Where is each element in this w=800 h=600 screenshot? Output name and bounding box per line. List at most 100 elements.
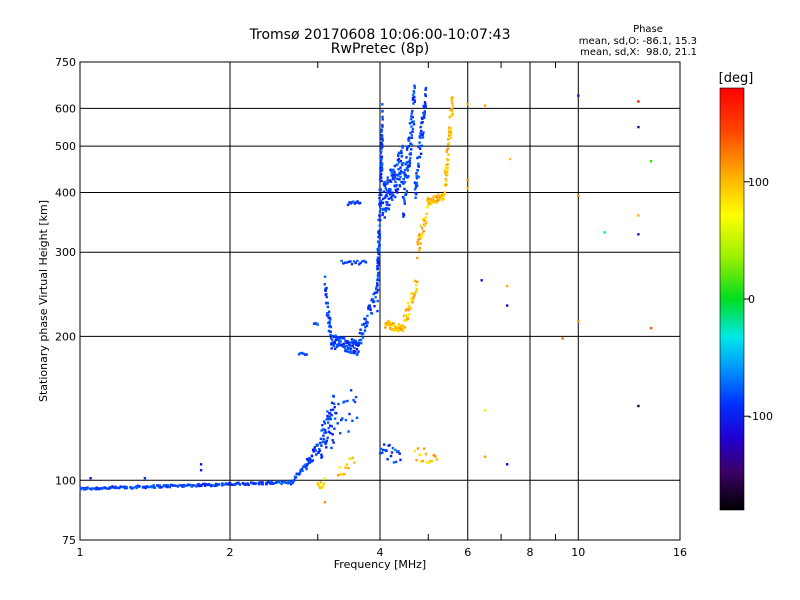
data-point [143,477,147,480]
data-point [322,437,325,441]
data-point [365,324,369,327]
data-point [483,455,487,458]
data-point [331,334,334,338]
data-point [390,194,394,197]
data-point [336,338,340,341]
data-point [382,448,385,452]
data-point [253,482,256,486]
data-point [426,461,429,464]
data-point [356,341,359,345]
data-point [299,471,302,474]
data-point [405,167,409,170]
data-point [388,443,391,447]
data-point [308,461,311,464]
data-point [420,144,423,147]
data-point [379,174,382,177]
data-point [345,463,349,466]
y-tick-label: 750 [55,56,76,69]
data-point [381,213,384,216]
data-point [405,148,409,151]
data-point [203,482,207,486]
data-point [261,483,265,486]
data-point [410,125,413,128]
data-point [153,486,156,489]
data-point [125,486,128,489]
data-point [354,201,358,204]
data-point [402,197,406,200]
data-point [382,197,385,201]
data-point [409,142,412,145]
data-point [424,103,427,106]
data-point [361,323,364,326]
data-point [173,484,176,487]
data-point [352,339,356,342]
data-point [428,202,431,205]
data-point [246,483,249,486]
data-point [323,275,327,278]
data-point [444,178,448,181]
data-point [407,308,410,312]
phase-stats-o-mode: mean, sd,O: -86.1, 15.3 [579,36,697,47]
data-point [423,219,426,222]
data-point [406,160,409,164]
x-tick-label: 4 [377,546,384,559]
data-point [403,181,407,184]
data-point [85,487,89,490]
data-point [143,486,146,489]
data-point [349,260,352,263]
data-point [377,252,381,256]
data-point [326,416,330,419]
data-point [303,353,307,356]
data-point [199,469,203,472]
data-point [229,482,232,485]
data-point [445,170,449,173]
data-point [190,485,193,488]
data-point [298,473,301,476]
colorbar-label: [deg] [719,71,754,86]
data-point [424,93,427,96]
data-point [383,196,387,199]
data-point [333,340,336,344]
data-point [434,455,437,458]
data-point [416,256,419,260]
data-point [291,481,294,485]
data-point [577,194,580,197]
data-point [340,343,344,346]
data-point [380,147,383,150]
data-point [328,415,332,418]
data-point [199,463,203,466]
data-point [399,326,402,329]
data-point [402,328,405,332]
data-point [449,130,452,134]
data-point [411,301,414,304]
data-point [306,463,309,466]
data-point [270,482,273,485]
data-point [347,467,350,470]
data-point [319,441,322,445]
data-point [421,121,424,124]
data-point [393,176,397,179]
data-point [323,283,326,286]
data-point [301,469,304,472]
data-point [406,316,409,319]
data-point [448,134,451,137]
phase-stats-heading: Phase [633,24,663,35]
data-point [418,233,421,236]
data-point [359,201,362,205]
data-point [386,176,389,179]
data-point [328,320,331,323]
data-point [333,335,336,339]
data-point [415,280,419,284]
data-point [386,458,389,461]
data-point [363,259,366,263]
data-point [506,463,509,466]
data-point [577,320,580,323]
data-point [344,339,347,343]
data-point [448,115,451,119]
data-point [483,104,487,107]
data-point [233,483,236,486]
data-point [414,279,417,283]
data-point [421,117,424,120]
data-point [330,446,333,450]
data-point [421,459,424,463]
